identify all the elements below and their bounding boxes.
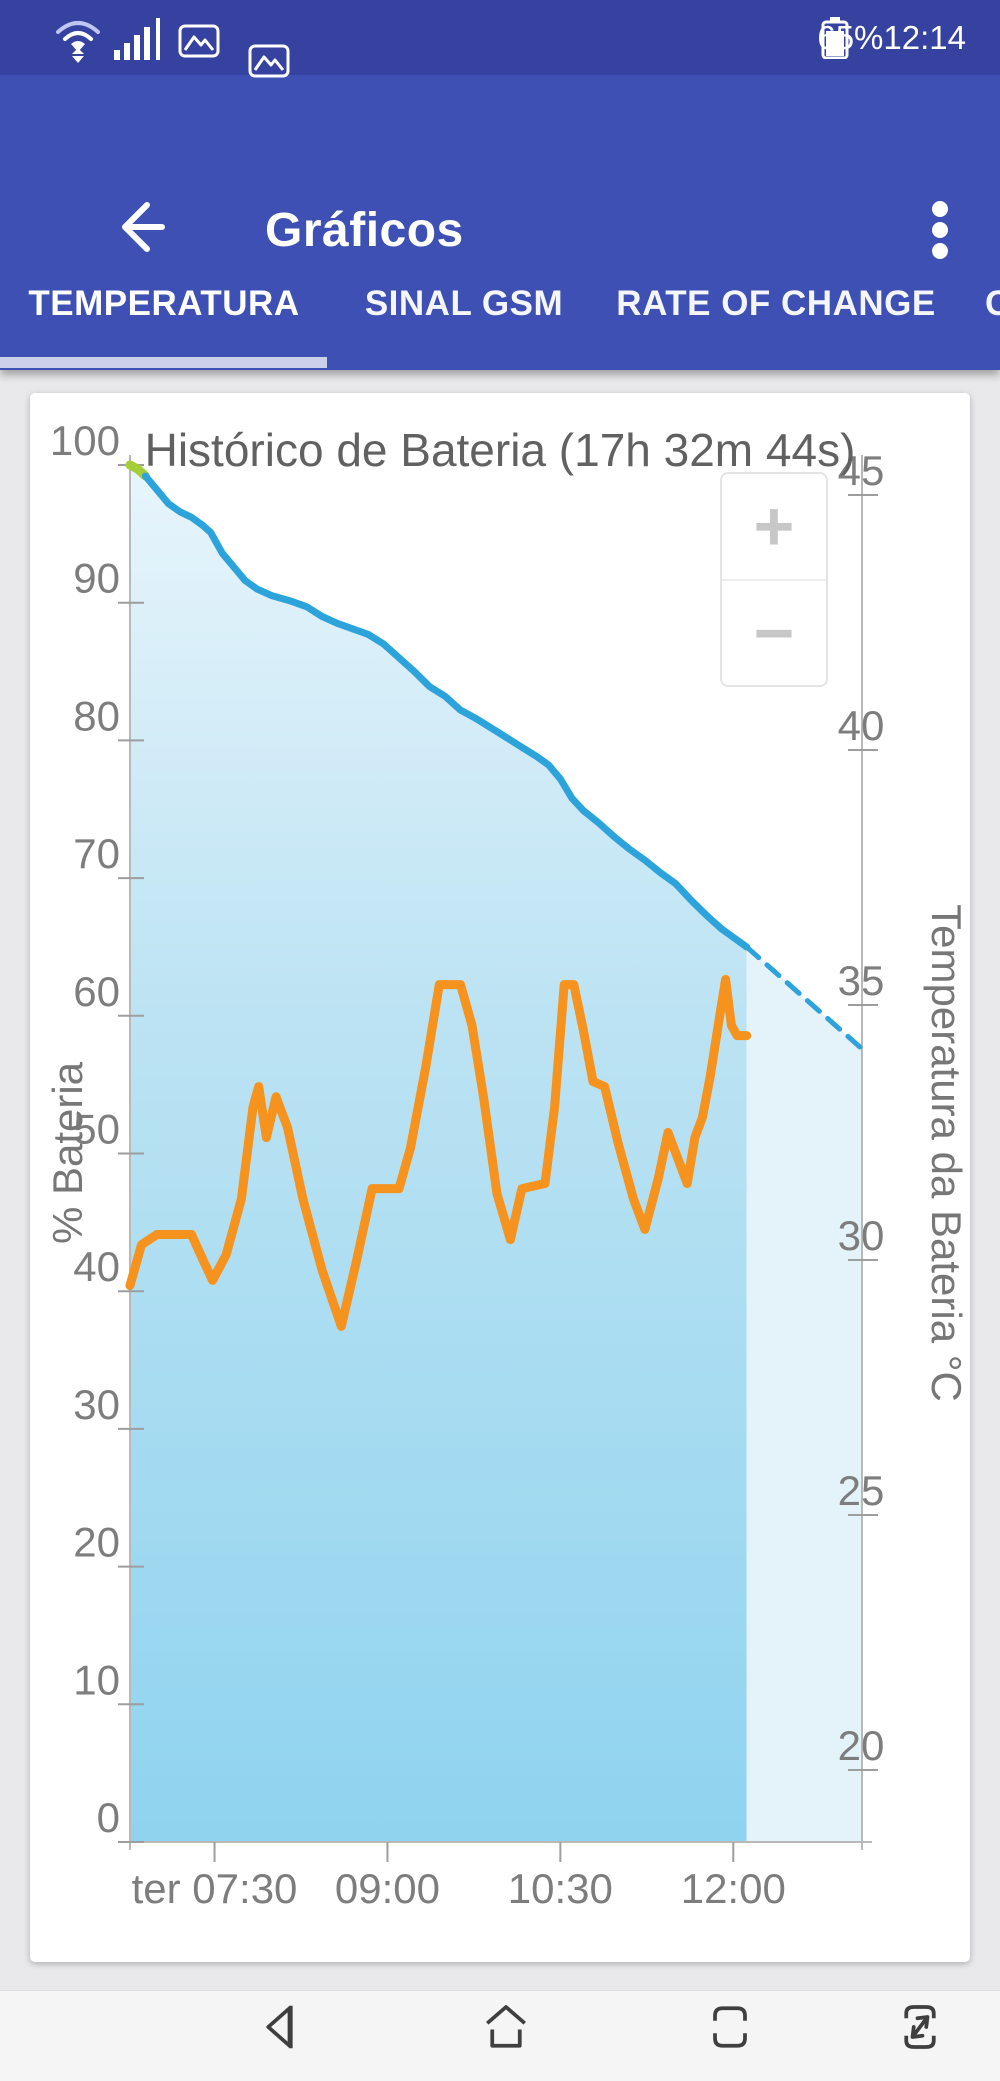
svg-text:45: 45: [838, 447, 885, 494]
svg-text:0: 0: [97, 1794, 120, 1841]
tab-next-clipped[interactable]: C: [985, 284, 1000, 323]
chart-title: Histórico de Bateria (17h 32m 44s): [144, 424, 856, 476]
tab-selected-indicator: [0, 357, 327, 368]
svg-text:40: 40: [838, 702, 885, 749]
nav-home-icon[interactable]: [476, 1997, 536, 2057]
svg-text:60: 60: [73, 968, 120, 1015]
tab-bar: TEMPERATURA SINAL GSM RATE OF CHANGE C: [0, 260, 1000, 370]
wifi-icon: [56, 21, 100, 63]
zoom-out-button[interactable]: −: [722, 578, 826, 686]
svg-text:30: 30: [838, 1212, 885, 1259]
svg-text:35: 35: [838, 957, 885, 1004]
tab-rate-of-change[interactable]: RATE OF CHANGE: [616, 284, 936, 323]
chart-canvas[interactable]: 0 10 20 30 40 50 60 70 80 90 100 20 25 30 35 40 45 ter 07…: [30, 393, 970, 1962]
status-bar: 65% 12:14: [0, 0, 1000, 78]
svg-text:80: 80: [73, 692, 120, 739]
nav-recents-icon[interactable]: [700, 1997, 760, 2057]
svg-text:ter 07:30: ter 07:30: [132, 1865, 298, 1912]
svg-text:100: 100: [50, 417, 120, 464]
battery-icon: [821, 16, 849, 59]
svg-text:% Bateria: % Bateria: [44, 1061, 91, 1244]
nav-resize-icon[interactable]: [890, 1997, 950, 2057]
zoom-controls: + −: [720, 472, 828, 687]
svg-text:40: 40: [73, 1243, 120, 1290]
tab-sinal-gsm[interactable]: SINAL GSM: [364, 284, 564, 323]
image-notification-icon: [178, 24, 220, 58]
svg-text:20: 20: [73, 1519, 120, 1566]
page-title: Gráficos: [265, 204, 464, 257]
nav-back-icon[interactable]: [252, 1997, 312, 2057]
tab-temperatura[interactable]: TEMPERATURA: [28, 284, 300, 323]
svg-text:30: 30: [73, 1381, 120, 1428]
status-clock: 12:14: [883, 18, 966, 56]
back-arrow-icon[interactable]: [100, 187, 180, 267]
navigation-bar: [0, 1990, 1000, 2081]
svg-text:25: 25: [838, 1467, 885, 1514]
svg-text:20: 20: [838, 1722, 885, 1769]
chart-card: 0 10 20 30 40 50 60 70 80 90 100 20 25 30 35 40 45 ter 07…: [30, 393, 970, 1962]
svg-text:09:00: 09:00: [335, 1865, 440, 1912]
app-bar: Gráficos TEMPERATURA SINAL GSM RATE OF C…: [0, 75, 1000, 370]
svg-text:10: 10: [73, 1656, 120, 1703]
svg-text:10:30: 10:30: [508, 1865, 613, 1912]
svg-text:Temperatura da Bateria °C: Temperatura da Bateria °C: [923, 904, 970, 1402]
image-notification-icon: [248, 44, 290, 78]
svg-text:70: 70: [73, 830, 120, 877]
svg-text:50: 50: [73, 1106, 120, 1153]
signal-strength-icon: [114, 18, 160, 60]
zoom-in-button[interactable]: +: [753, 487, 795, 566]
svg-text:12:00: 12:00: [681, 1865, 786, 1912]
overflow-menu-icon[interactable]: [912, 187, 968, 267]
svg-text:90: 90: [73, 555, 120, 602]
